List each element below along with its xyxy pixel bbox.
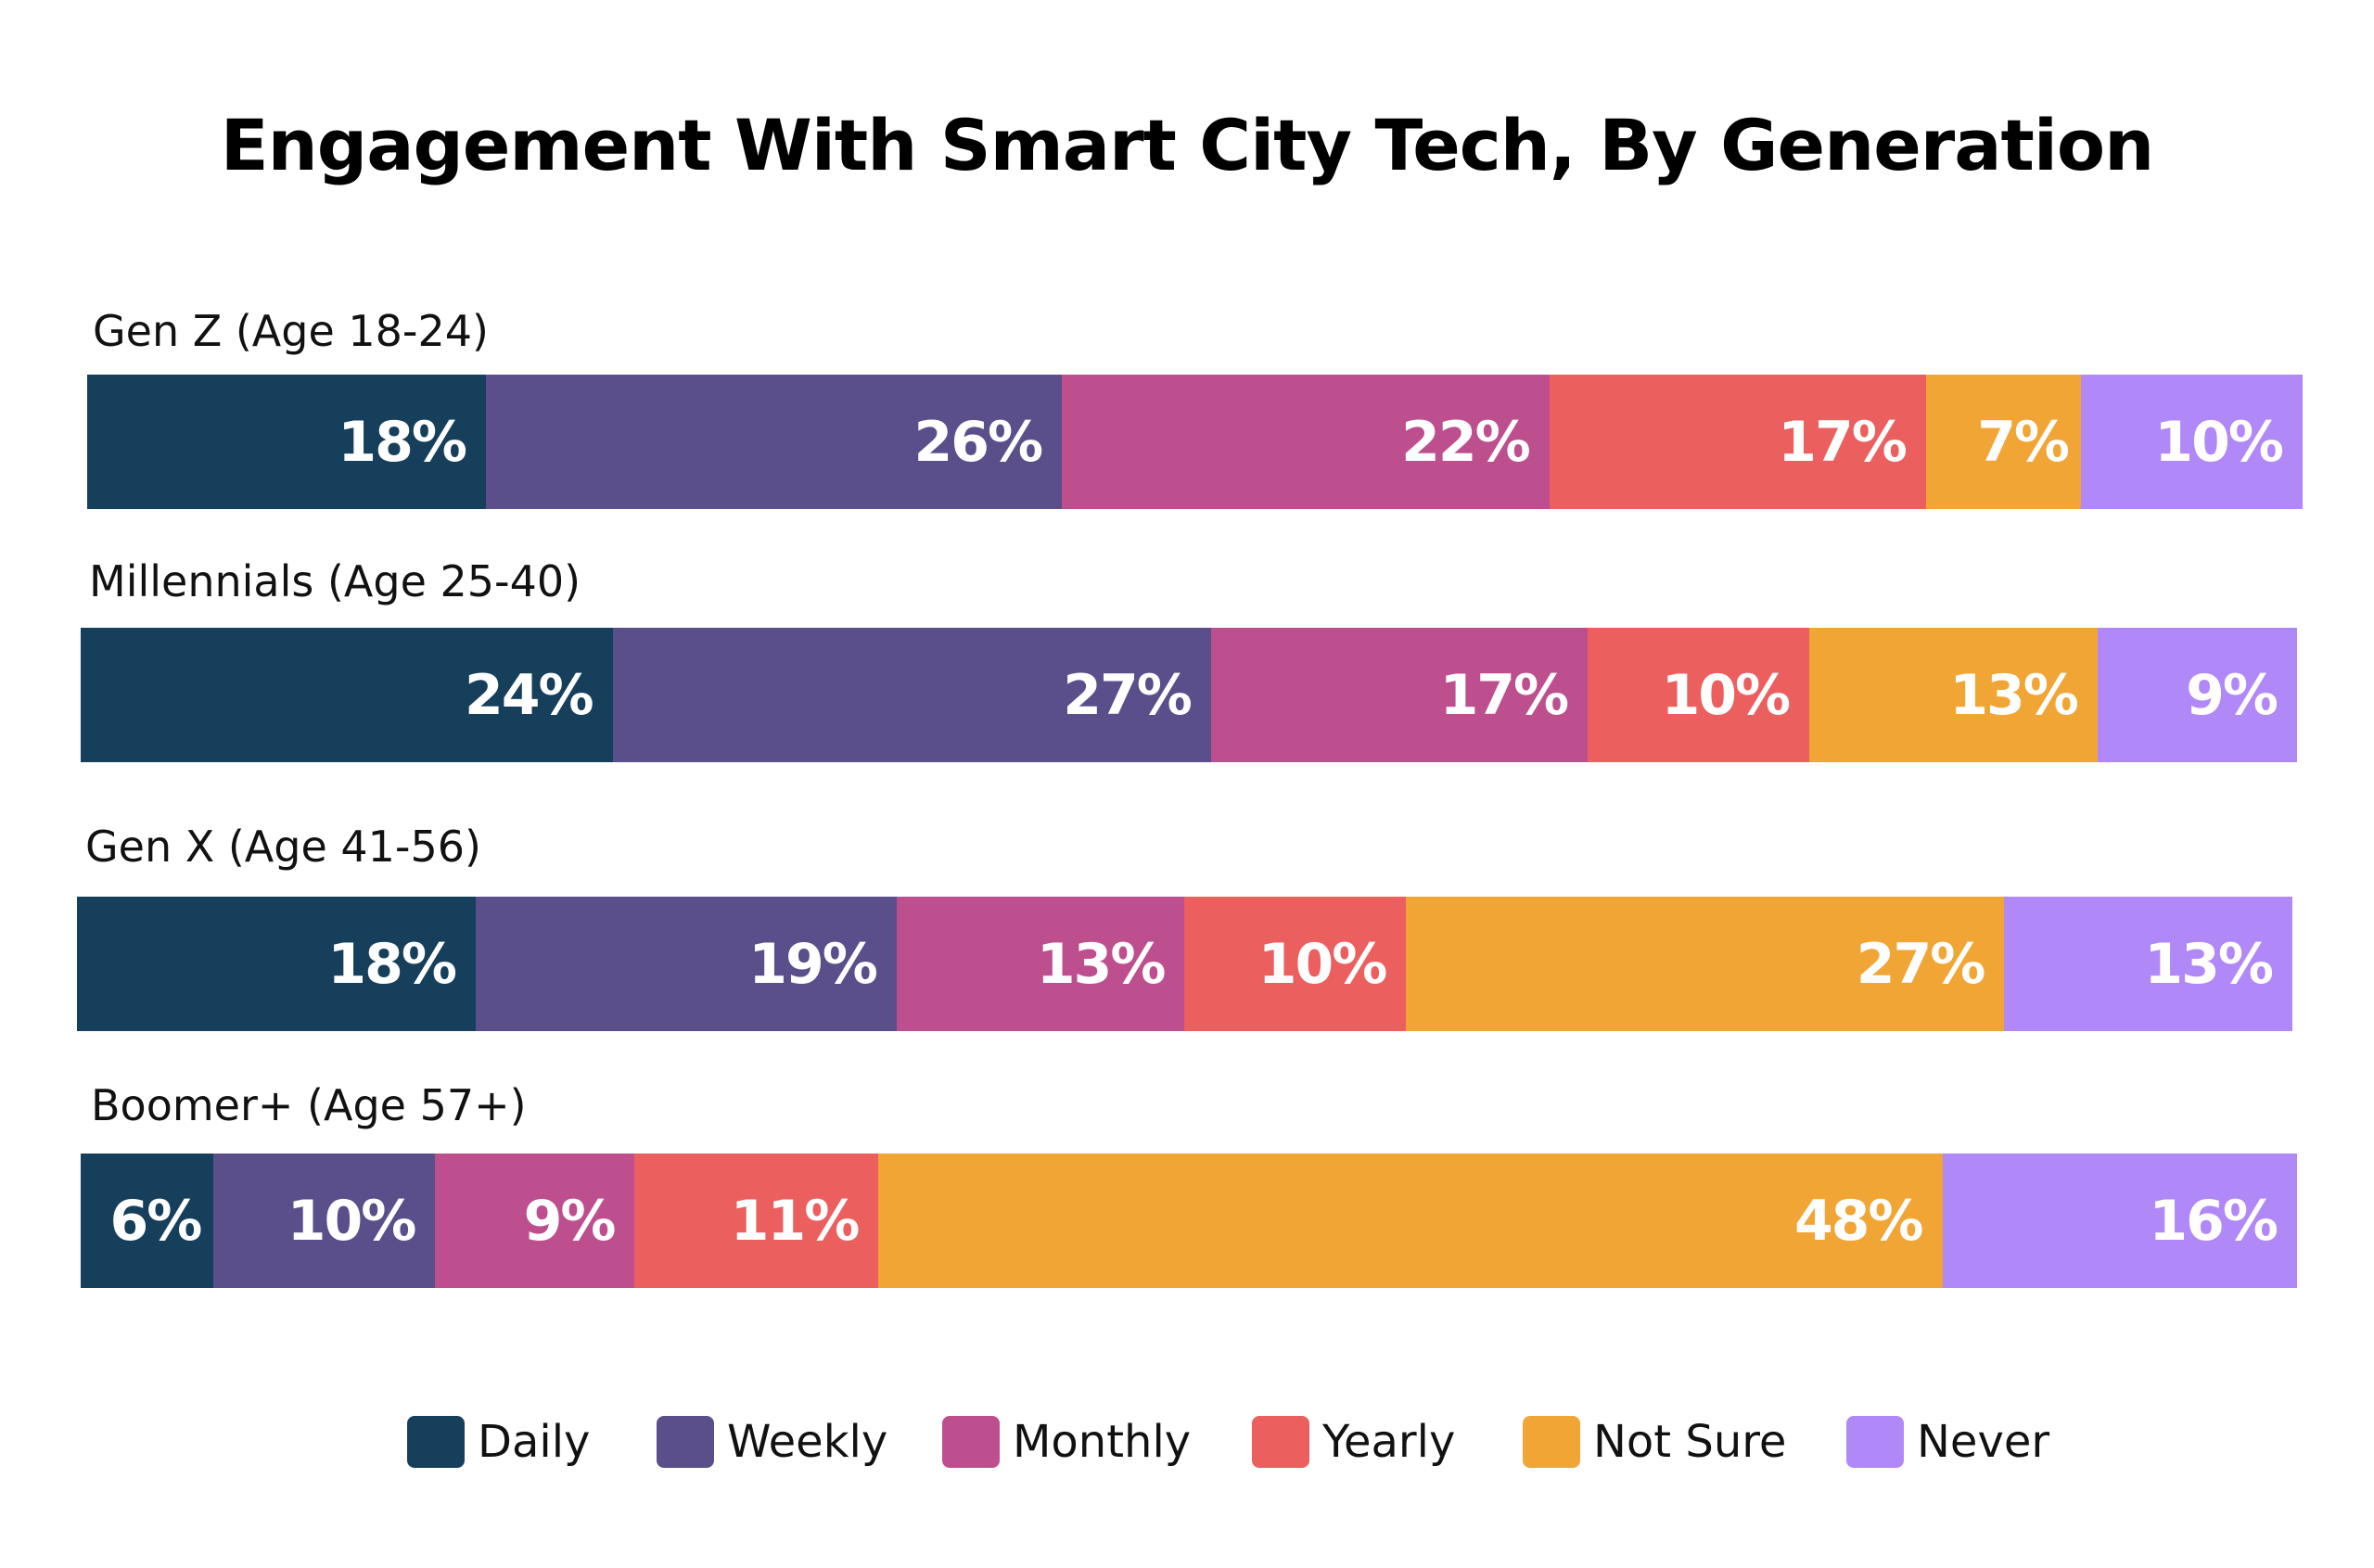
bar-segment-never: 13% (2004, 897, 2292, 1031)
legend-label: Monthly (1013, 1416, 1192, 1468)
legend: Daily Weekly Monthly Yearly Not Sure Never (0, 1416, 2374, 1472)
bar-segment-monthly: 9% (435, 1154, 635, 1288)
category-label: Gen X (Age 41-56) (85, 822, 482, 872)
legend-item: Never (1846, 1416, 2049, 1468)
bar-segment-weekly: 19% (476, 897, 897, 1031)
bar-segment-not-sure: 27% (1406, 897, 2005, 1031)
legend-swatch (1252, 1416, 1309, 1468)
data-label: 11% (730, 1188, 861, 1254)
legend-swatch (657, 1416, 714, 1468)
category-label: Millennials (Age 25-40) (89, 556, 581, 606)
bar-segment-monthly: 22% (1062, 375, 1550, 509)
bar-segment-daily: 24% (81, 628, 613, 762)
legend-swatch (1846, 1416, 1904, 1468)
bar-segment-yearly: 10% (1184, 897, 1407, 1031)
bar-segment-weekly: 27% (612, 628, 1211, 762)
bar-segment-never: 10% (2081, 375, 2303, 509)
legend-item: Weekly (657, 1416, 887, 1468)
bar-segment-not-sure: 7% (1925, 375, 2082, 509)
bar-row: 18% 19% 13% 10% 27% 13% (77, 897, 2292, 1031)
data-label: 6% (109, 1188, 203, 1254)
bar-segment-daily: 18% (77, 897, 477, 1031)
data-label: 9% (2186, 662, 2278, 728)
data-label: 26% (913, 409, 1044, 475)
category-label: Gen Z (Age 18-24) (93, 306, 490, 356)
bar-segment-never: 16% (1942, 1154, 2297, 1288)
data-label: 24% (464, 662, 594, 728)
data-label: 27% (1063, 662, 1193, 728)
bar-segment-yearly: 17% (1549, 375, 1926, 509)
legend-item: Monthly (942, 1416, 1191, 1468)
data-label: 10% (1257, 931, 1388, 997)
legend-item: Yearly (1252, 1416, 1455, 1468)
data-label: 10% (2154, 409, 2284, 475)
data-label: 16% (2149, 1188, 2278, 1254)
category-label: Boomer+ (Age 57+) (91, 1080, 527, 1130)
data-label: 22% (1401, 409, 1531, 475)
data-label: 17% (1439, 662, 1570, 728)
bar-segment-weekly: 26% (486, 375, 1063, 509)
data-label: 48% (1793, 1188, 1924, 1254)
data-label: 9% (523, 1188, 617, 1254)
legend-label: Never (1917, 1416, 2050, 1468)
data-label: 10% (287, 1188, 417, 1254)
data-label: 10% (1661, 662, 1792, 728)
bar-row: 6% 10% 9% 11% 48% 16% (81, 1154, 2297, 1288)
legend-label: Daily (478, 1416, 591, 1468)
bar-segment-weekly: 10% (213, 1154, 436, 1288)
data-label: 18% (338, 409, 467, 475)
data-label: 19% (748, 931, 878, 997)
bar-segment-daily: 6% (81, 1154, 214, 1288)
legend-swatch (1523, 1416, 1580, 1468)
bar-segment-never: 9% (2097, 628, 2297, 762)
legend-item: Not Sure (1523, 1416, 1786, 1468)
legend-label: Not Sure (1593, 1416, 1787, 1468)
data-label: 13% (2144, 931, 2274, 997)
data-label: 13% (1949, 662, 2079, 728)
legend-swatch (407, 1416, 465, 1468)
bar-segment-monthly: 17% (1210, 628, 1589, 762)
chart-title: Engagement With Smart City Tech, By Gene… (220, 104, 2154, 186)
legend-item: Daily (407, 1416, 590, 1468)
data-label: 18% (327, 931, 457, 997)
bar-segment-not-sure: 13% (1809, 628, 2098, 762)
data-label: 13% (1036, 931, 1167, 997)
bar-row: 18% 26% 22% 17% 7% 10% (87, 375, 2303, 509)
legend-label: Weekly (727, 1416, 888, 1468)
legend-swatch (942, 1416, 1000, 1468)
bar-segment-daily: 18% (87, 375, 487, 509)
bar-segment-yearly: 10% (1588, 628, 1810, 762)
data-label: 17% (1778, 409, 1908, 475)
bar-segment-yearly: 11% (634, 1154, 879, 1288)
legend-label: Yearly (1322, 1416, 1456, 1468)
bar-segment-monthly: 13% (896, 897, 1185, 1031)
bar-row: 24% 27% 17% 10% 13% 9% (81, 628, 2297, 762)
data-label: 27% (1856, 931, 1986, 997)
data-label: 7% (1977, 409, 2070, 475)
bar-segment-not-sure: 48% (878, 1154, 1943, 1288)
